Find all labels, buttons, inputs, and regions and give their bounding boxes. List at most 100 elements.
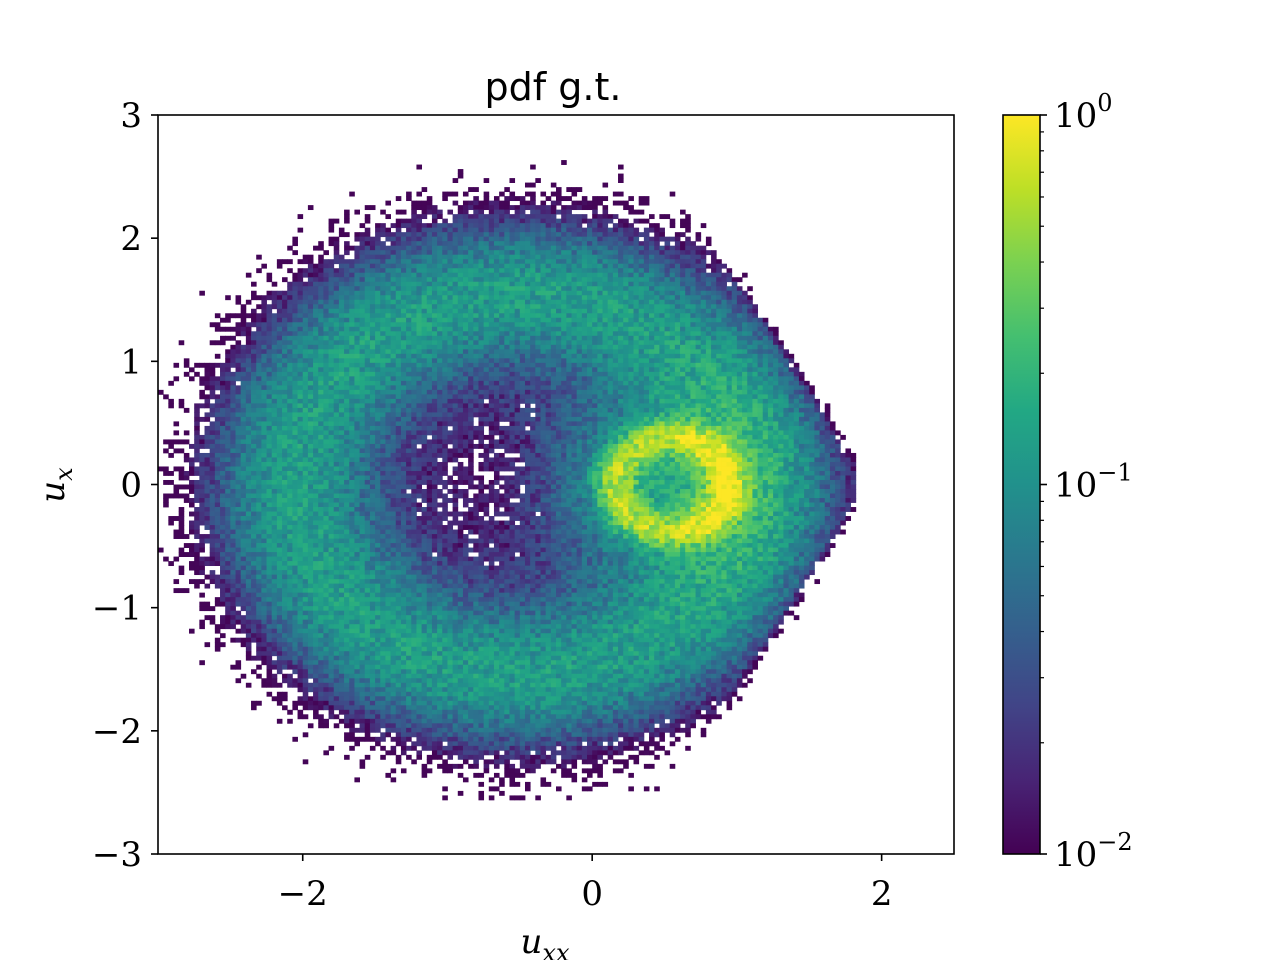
heatmap-cell: [447, 430, 454, 436]
heatmap-cell: [452, 214, 459, 220]
heatmap-cell: [209, 525, 216, 530]
heatmap-cell: [369, 295, 376, 301]
heatmap-cell: [369, 727, 376, 733]
heatmap-cell: [375, 696, 381, 702]
heatmap-cell: [375, 421, 381, 427]
heatmap-cell: [369, 507, 376, 512]
heatmap-cell: [364, 470, 371, 476]
heatmap-cell: [240, 547, 247, 553]
heatmap-cell: [194, 416, 200, 422]
heatmap-cell: [302, 313, 309, 319]
heatmap-cell: [400, 263, 407, 269]
heatmap-cell: [266, 678, 273, 684]
heatmap-cell: [292, 353, 298, 359]
heatmap-cell: [271, 556, 278, 562]
heatmap-cell: [333, 367, 340, 373]
heatmap-cell: [313, 583, 319, 589]
heatmap-cell: [344, 732, 350, 738]
heatmap-cell: [292, 700, 298, 706]
heatmap-cell: [437, 669, 443, 675]
heatmap-cell: [318, 470, 324, 476]
heatmap-cell: [437, 254, 443, 260]
heatmap-cell: [287, 615, 293, 621]
heatmap-cell: [328, 344, 335, 350]
heatmap-cell: [302, 380, 309, 386]
heatmap-cell: [447, 281, 454, 287]
heatmap-cell: [292, 561, 298, 567]
heatmap-cell: [375, 353, 381, 359]
heatmap-cell: [380, 340, 386, 346]
heatmap-cell: [282, 358, 288, 364]
heatmap-cell: [426, 610, 433, 616]
heatmap-cell: [256, 619, 262, 625]
heatmap-cell: [406, 250, 412, 256]
heatmap-cell: [178, 398, 185, 404]
heatmap-cell: [282, 475, 288, 481]
heatmap-cell: [344, 736, 350, 742]
heatmap-cell: [380, 511, 386, 517]
heatmap-cell: [333, 317, 340, 323]
heatmap-cell: [375, 741, 381, 747]
heatmap-cell: [225, 583, 231, 589]
heatmap-cell: [256, 340, 262, 346]
heatmap-cell: [251, 295, 257, 301]
heatmap-cell: [344, 290, 350, 296]
heatmap-cell: [395, 570, 402, 576]
heatmap-cell: [282, 322, 288, 328]
heatmap-cell: [375, 646, 381, 652]
heatmap-cell: [390, 691, 397, 697]
heatmap-cell: [354, 295, 360, 301]
heatmap-cell: [406, 534, 412, 539]
heatmap-cell: [431, 529, 438, 535]
heatmap-cell: [307, 601, 314, 607]
heatmap-cell: [189, 479, 195, 485]
heatmap-cell: [442, 552, 448, 557]
heatmap-cell: [400, 687, 407, 693]
heatmap-cell: [437, 367, 443, 373]
heatmap-cell: [209, 466, 216, 472]
heatmap-cell: [390, 619, 397, 625]
heatmap-cell: [442, 750, 448, 756]
heatmap-cell: [266, 615, 273, 621]
heatmap-cell: [261, 398, 267, 404]
heatmap-cell: [385, 407, 391, 413]
heatmap-cell: [261, 642, 267, 648]
heatmap-cell: [318, 389, 324, 395]
heatmap-cell: [333, 520, 340, 526]
heatmap-cell: [256, 448, 262, 454]
heatmap-cell: [245, 610, 252, 616]
heatmap-cell: [199, 439, 205, 445]
heatmap-cell: [421, 340, 428, 346]
heatmap-cell: [328, 745, 335, 751]
heatmap-cell: [230, 547, 236, 553]
heatmap-cell: [209, 385, 216, 391]
heatmap-cell: [354, 687, 360, 693]
heatmap-cell: [385, 425, 391, 431]
heatmap-cell: [220, 520, 226, 526]
heatmap-cell: [313, 398, 319, 404]
heatmap-cell: [390, 412, 397, 418]
heatmap-cell: [271, 335, 278, 341]
heatmap-cell: [333, 664, 340, 670]
heatmap-cell: [375, 250, 381, 256]
heatmap-cell: [318, 371, 324, 377]
heatmap-cell: [395, 362, 402, 368]
heatmap-cell: [292, 335, 298, 341]
heatmap-cell: [349, 696, 355, 702]
heatmap-cell: [369, 493, 376, 499]
heatmap-cell: [431, 448, 438, 454]
heatmap-cell: [400, 358, 407, 364]
heatmap-cell: [173, 376, 180, 382]
heatmap-cell: [380, 299, 386, 305]
heatmap-cell: [390, 250, 397, 256]
heatmap-cell: [380, 407, 386, 413]
heatmap-cell: [204, 380, 211, 386]
heatmap-cell: [375, 416, 381, 422]
heatmap-cell: [194, 534, 200, 539]
heatmap-cell: [256, 335, 262, 341]
heatmap-cell: [380, 367, 386, 373]
heatmap-cell: [380, 714, 386, 720]
heatmap-cell: [359, 376, 366, 382]
heatmap-cell: [437, 358, 443, 364]
heatmap-cell: [364, 358, 371, 364]
